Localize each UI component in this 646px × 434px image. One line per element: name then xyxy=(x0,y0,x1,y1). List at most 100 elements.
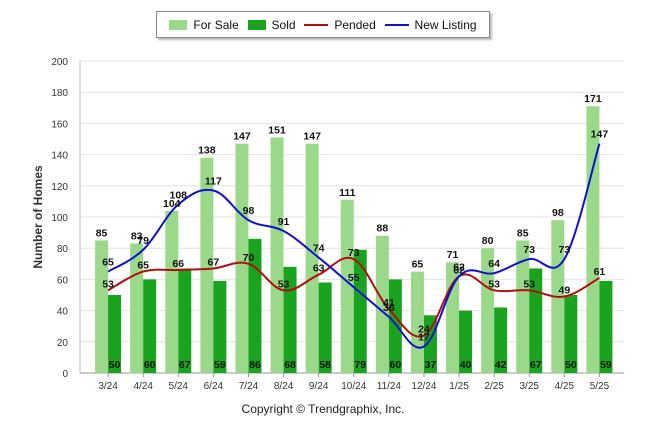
label-new-listing-2/25: 64 xyxy=(488,258,500,270)
y-tick-label-180: 180 xyxy=(51,88,68,99)
label-for-sale-5/25: 171 xyxy=(584,93,602,105)
label-new-listing-5/25: 147 xyxy=(591,129,609,141)
legend-label-sold: Sold xyxy=(271,17,296,32)
label-sold-9/24: 58 xyxy=(319,359,331,371)
label-pended-11/24: 41 xyxy=(383,297,395,309)
label-new-listing-7/24: 98 xyxy=(243,205,255,217)
bar-sold-7/24 xyxy=(248,238,262,373)
y-tick-label-140: 140 xyxy=(51,151,68,162)
x-tick-label-6/24: 6/24 xyxy=(204,381,224,392)
label-for-sale-1/25: 71 xyxy=(447,249,459,261)
bar-for-sale-5/24 xyxy=(165,210,179,373)
bar-sold-9/24 xyxy=(318,282,332,373)
x-tick-label-12/24: 12/24 xyxy=(411,381,436,392)
legend-item-for-sale: For Sale xyxy=(169,17,239,32)
label-new-listing-11/24: 36 xyxy=(383,302,395,314)
bar-sold-5/25 xyxy=(599,280,613,373)
label-for-sale-3/24: 85 xyxy=(96,227,108,239)
x-tick-label-4/24: 4/24 xyxy=(133,381,153,392)
label-sold-3/24: 50 xyxy=(109,359,121,371)
label-for-sale-7/24: 147 xyxy=(233,131,251,143)
legend-line-pended xyxy=(304,23,329,26)
label-new-listing-12/24: 17 xyxy=(418,331,430,343)
y-axis-title: Number of Homes xyxy=(31,165,45,269)
x-tick-label-5/24: 5/24 xyxy=(169,381,189,392)
legend-item-new-listing: New Listing xyxy=(384,17,477,32)
label-sold-11/24: 60 xyxy=(390,359,402,371)
label-new-listing-6/24: 117 xyxy=(205,175,222,187)
line-new-listing xyxy=(107,143,601,349)
legend-label-for-sale: For Sale xyxy=(193,17,239,32)
label-new-listing-5/24: 108 xyxy=(170,190,188,202)
y-tick-label-120: 120 xyxy=(51,182,68,193)
label-pended-9/24: 63 xyxy=(313,263,325,275)
label-pended-1/25: 62 xyxy=(453,264,465,276)
label-new-listing-8/24: 91 xyxy=(278,216,290,228)
label-new-listing-4/25: 73 xyxy=(558,244,570,256)
y-tick-label-100: 100 xyxy=(51,213,68,224)
copyright-credit: Copyright © Trendgraphix, Inc. xyxy=(241,402,405,416)
label-new-listing-4/24: 79 xyxy=(137,235,149,247)
legend-swatch-for-sale xyxy=(169,19,188,30)
label-sold-5/25: 59 xyxy=(600,359,612,371)
bar-sold-2/25 xyxy=(494,307,508,373)
label-pended-5/25: 61 xyxy=(594,266,606,278)
label-pended-7/24: 70 xyxy=(243,252,255,264)
label-pended-3/25: 53 xyxy=(523,278,535,290)
x-tick-label-8/24: 8/24 xyxy=(274,381,294,392)
label-for-sale-10/24: 111 xyxy=(339,187,356,199)
label-new-listing-3/25: 73 xyxy=(523,244,535,256)
label-new-listing-1/25: 62 xyxy=(453,261,465,273)
label-for-sale-11/24: 88 xyxy=(377,223,389,235)
label-pended-2/25: 53 xyxy=(488,278,500,290)
label-pended-6/24: 67 xyxy=(208,256,220,268)
label-for-sale-8/24: 151 xyxy=(268,124,286,136)
bar-sold-3/24 xyxy=(108,295,122,373)
label-for-sale-4/24: 83 xyxy=(131,231,143,243)
label-sold-3/25: 67 xyxy=(530,359,542,371)
bar-sold-4/25 xyxy=(564,295,578,373)
label-pended-8/24: 53 xyxy=(278,278,290,290)
legend: For Sale Sold Pended New Listing xyxy=(156,11,490,38)
legend-label-pended: Pended xyxy=(334,17,376,32)
label-sold-4/24: 60 xyxy=(144,359,156,371)
x-tick-label-9/24: 9/24 xyxy=(309,381,329,392)
bar-for-sale-7/24 xyxy=(235,143,249,373)
bar-for-sale-6/24 xyxy=(200,157,214,373)
label-sold-12/24: 37 xyxy=(425,359,437,371)
legend-item-sold: Sold xyxy=(247,17,296,32)
label-for-sale-4/25: 98 xyxy=(552,207,564,219)
label-for-sale-6/24: 138 xyxy=(198,145,216,157)
bar-for-sale-5/25 xyxy=(586,106,600,374)
label-pended-12/24: 24 xyxy=(418,324,430,336)
x-tick-label-5/25: 5/25 xyxy=(590,381,610,392)
x-tick-label-3/24: 3/24 xyxy=(98,381,118,392)
x-tick-label-4/25: 4/25 xyxy=(555,381,575,392)
y-tick-label-60: 60 xyxy=(57,275,69,286)
bar-for-sale-12/24 xyxy=(410,271,424,373)
y-tick-label-160: 160 xyxy=(51,119,68,130)
bar-sold-4/24 xyxy=(143,279,157,373)
legend-item-pended: Pended xyxy=(304,17,376,32)
x-tick-label-2/25: 2/25 xyxy=(484,381,504,392)
legend-label-new-listing: New Listing xyxy=(414,17,477,32)
bar-for-sale-9/24 xyxy=(305,143,319,373)
y-tick-label-40: 40 xyxy=(57,307,69,318)
label-new-listing-10/24: 55 xyxy=(348,272,360,284)
y-tick-label-20: 20 xyxy=(57,338,69,349)
x-tick-label-1/25: 1/25 xyxy=(449,381,469,392)
bar-for-sale-3/25 xyxy=(516,240,530,373)
label-new-listing-9/24: 74 xyxy=(313,243,325,255)
line-pended xyxy=(107,256,600,338)
x-tick-label-10/24: 10/24 xyxy=(341,381,366,392)
label-for-sale-9/24: 147 xyxy=(303,131,321,143)
bar-for-sale-10/24 xyxy=(340,199,354,373)
label-pended-4/24: 65 xyxy=(137,260,149,272)
x-tick-label-11/24: 11/24 xyxy=(377,381,402,392)
label-sold-6/24: 59 xyxy=(214,359,226,371)
bar-sold-3/25 xyxy=(529,268,543,373)
legend-line-new-listing xyxy=(384,23,409,26)
bar-sold-8/24 xyxy=(283,266,297,373)
x-tick-label-7/24: 7/24 xyxy=(239,381,259,392)
